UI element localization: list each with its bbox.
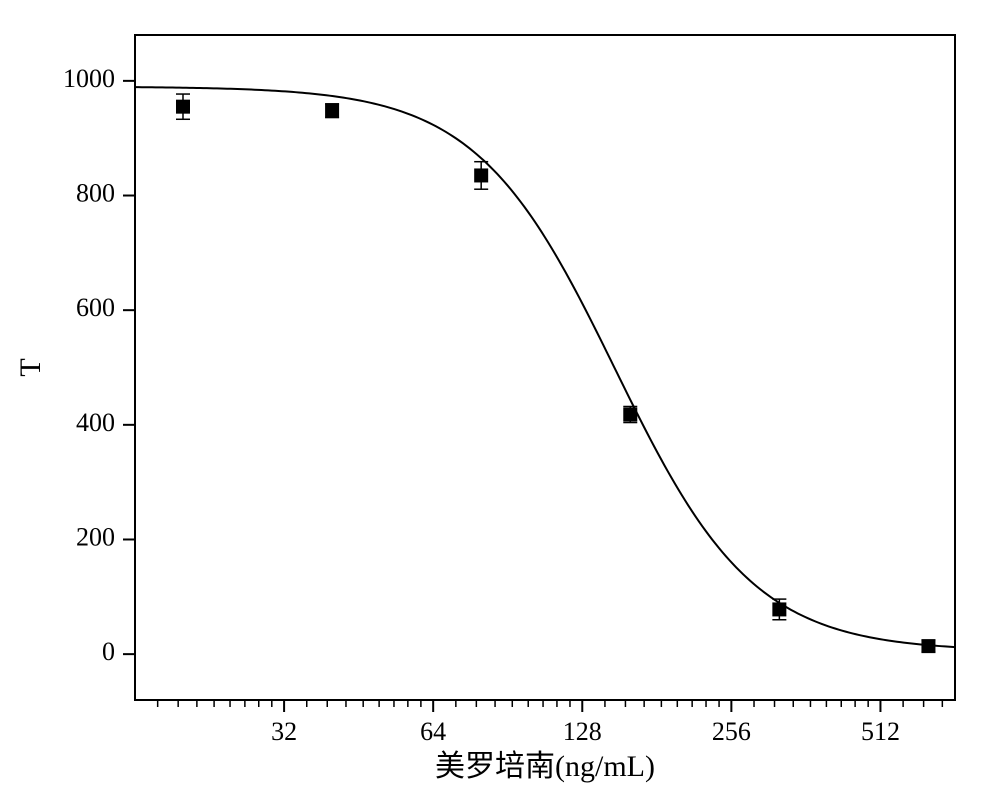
x-tick-label: 128 — [563, 717, 602, 746]
data-marker — [474, 168, 488, 182]
chart-container: 0 200 400 600 800 1000 32 64 128 256 512 T 美罗培南(ng/m… — [0, 0, 1000, 811]
data-marker — [623, 408, 637, 422]
y-tick-label: 200 — [76, 522, 115, 551]
x-tick-label: 512 — [861, 717, 900, 746]
y-tick-label: 400 — [76, 408, 115, 437]
y-axis-label: T — [14, 358, 47, 376]
y-tick-label: 800 — [76, 178, 115, 207]
x-axis-label: 美罗培南(ng/mL) — [435, 750, 655, 783]
x-tick-label: 64 — [420, 717, 446, 746]
dose-response-chart: 0 200 400 600 800 1000 32 64 128 256 512 T 美罗培南(ng/m… — [0, 0, 1000, 811]
y-tick-label: 0 — [102, 637, 115, 666]
plot-frame — [135, 35, 955, 700]
x-tick-label: 32 — [271, 717, 297, 746]
y-tick-label: 600 — [76, 293, 115, 322]
data-marker — [772, 602, 786, 616]
x-tick-label: 256 — [712, 717, 751, 746]
fit-curve — [135, 87, 955, 647]
data-marker — [325, 104, 339, 118]
data-marker — [921, 639, 935, 653]
y-tick-label: 1000 — [63, 64, 115, 93]
data-marker — [176, 100, 190, 114]
